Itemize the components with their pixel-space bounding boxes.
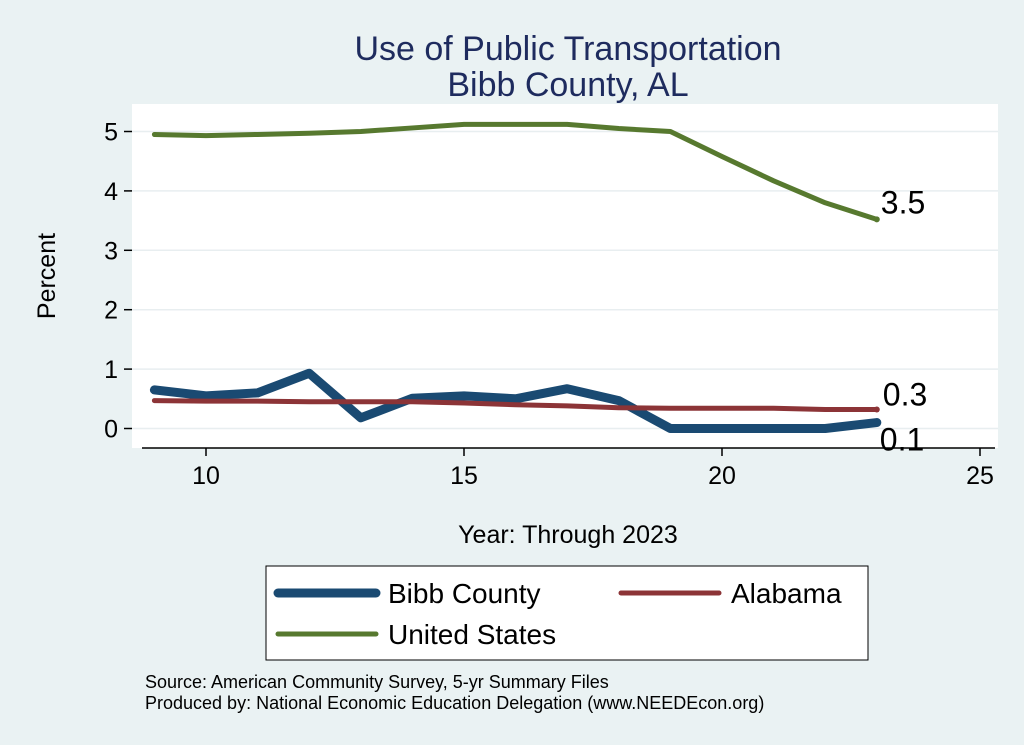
end-label: 0.1 xyxy=(880,422,924,458)
legend-label: Alabama xyxy=(731,578,842,609)
y-axis-label: Percent xyxy=(33,233,61,319)
source-note: Source: American Community Survey, 5-yr … xyxy=(145,672,764,714)
end-marker xyxy=(873,406,880,413)
x-tick-label: 10 xyxy=(192,462,220,490)
chart-subtitle: Bibb County, AL xyxy=(447,66,689,104)
plot-area xyxy=(132,104,998,448)
y-tick-label: 3 xyxy=(104,237,118,265)
end-marker xyxy=(873,419,880,426)
y-tick-label: 4 xyxy=(104,178,118,206)
x-tick-label: 15 xyxy=(450,462,478,490)
end-labels: 0.1 0.3 3.5 xyxy=(873,184,927,458)
legend-label: Bibb County xyxy=(388,578,541,609)
series-line-united-states xyxy=(151,121,880,222)
legend: Bibb County Alabama United States xyxy=(273,578,842,650)
end-label: 3.5 xyxy=(881,184,925,220)
series-line-alabama xyxy=(151,398,880,412)
axes: 0 1 2 3 4 5 10 15 20 25 xyxy=(104,119,995,490)
y-tick-label: 1 xyxy=(104,356,118,384)
series-line-bibb-county xyxy=(149,368,882,433)
legend-box xyxy=(265,565,869,661)
chart-title: Use of Public Transportation xyxy=(354,30,782,68)
x-tick-label: 25 xyxy=(966,462,994,490)
x-axis-label: Year: Through 2023 xyxy=(458,521,678,549)
gridlines xyxy=(132,130,998,430)
end-marker xyxy=(873,216,880,223)
end-label: 0.3 xyxy=(883,376,927,412)
source-line: Source: American Community Survey, 5-yr … xyxy=(145,672,609,692)
legend-label: United States xyxy=(388,619,556,650)
y-tick-label: 2 xyxy=(104,297,118,325)
y-tick-label: 0 xyxy=(104,416,118,444)
y-tick-label: 5 xyxy=(104,119,118,147)
x-tick-label: 20 xyxy=(708,462,736,490)
series-lines xyxy=(149,121,882,433)
producer-line: Produced by: National Economic Education… xyxy=(145,693,765,713)
